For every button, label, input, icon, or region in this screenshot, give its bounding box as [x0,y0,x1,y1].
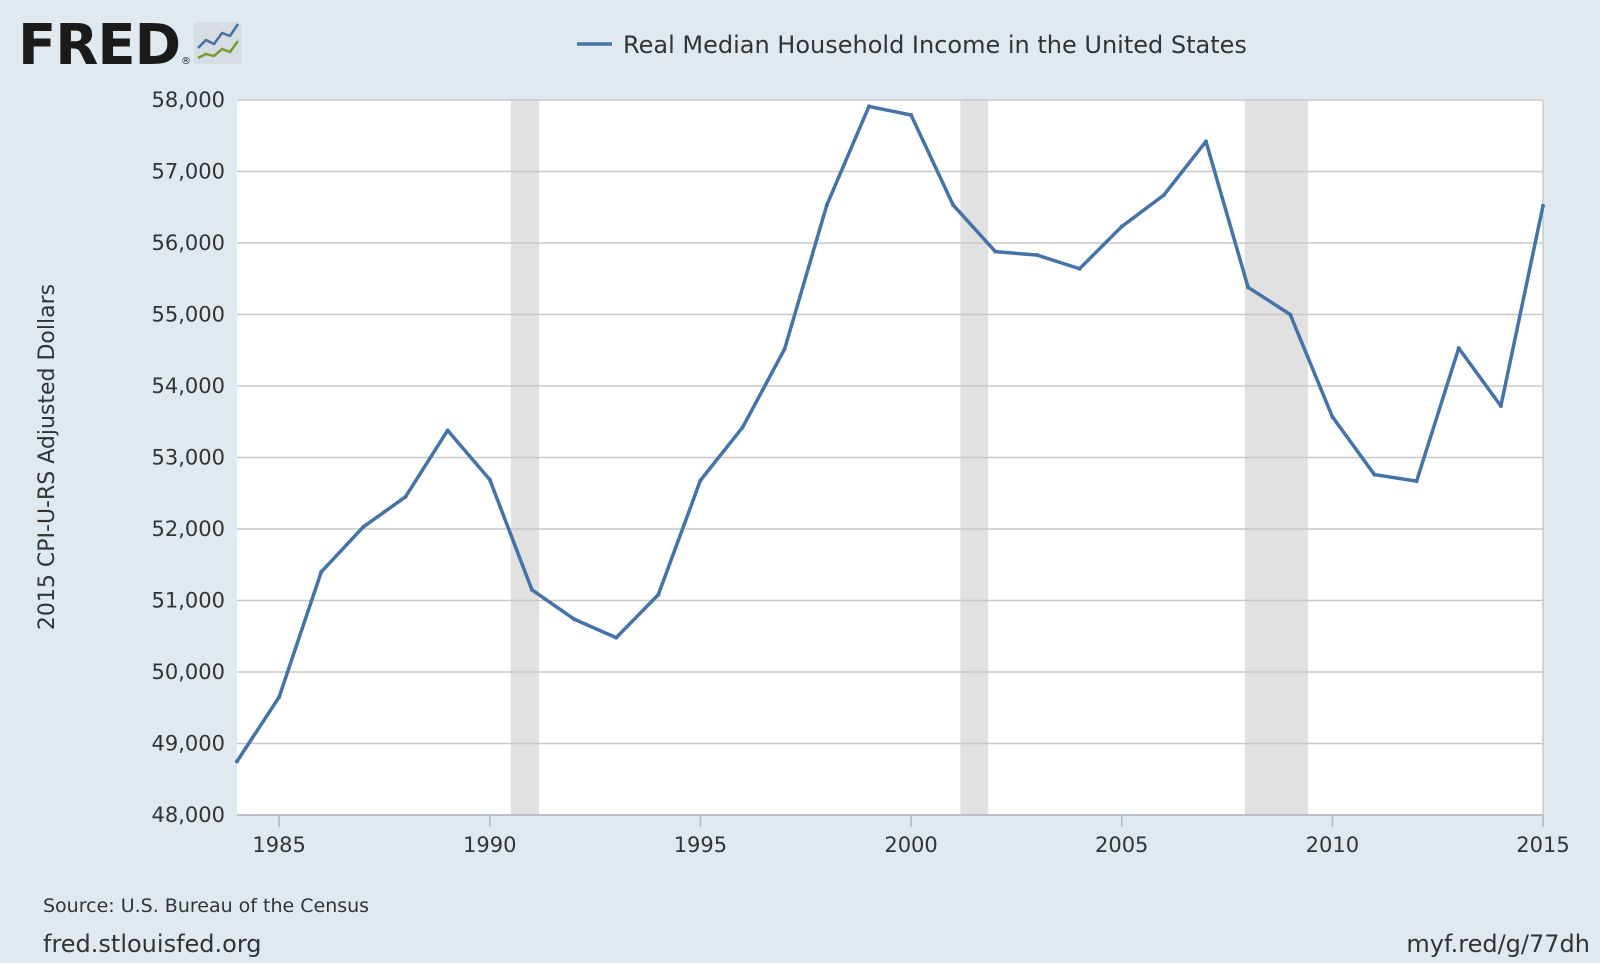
data-point [235,759,239,764]
data-point [951,203,956,208]
data-point [572,617,577,622]
y-tick-label: 52,000 [152,517,225,541]
legend: Real Median Household Income in the Unit… [577,31,1247,59]
y-tick-label: 58,000 [152,88,225,112]
y-axis-title: 2015 CPI-U-RS Adjusted Dollars [35,284,60,630]
data-point [1161,193,1166,198]
site-link[interactable]: fred.stlouisfed.org [43,930,262,958]
data-point [1456,346,1461,351]
y-tick-label: 49,000 [152,732,225,756]
data-point [656,592,661,597]
series-line [235,104,1545,764]
data-point [1498,404,1503,409]
data-point [445,428,450,433]
data-point [824,203,829,208]
data-point [993,249,998,254]
x-tick-label: 2010 [1306,833,1359,857]
y-tick-label: 48,000 [152,803,225,827]
x-tick-label: 2000 [884,833,937,857]
data-point [782,346,787,351]
x-tick-label: 2005 [1095,833,1148,857]
x-tick-label: 1990 [463,833,516,857]
data-point [1541,203,1545,208]
logo-registered-mark: ® [181,56,191,67]
data-point [1119,224,1124,229]
y-tick-label: 53,000 [152,446,225,470]
y-tick-label: 56,000 [152,231,225,255]
y-tick-label: 51,000 [152,589,225,613]
data-point [698,478,703,483]
x-axis: 1985 1990 1995 2000 2005 2010 2015 [237,814,1570,857]
x-tick-label: 1985 [252,833,305,857]
data-point [277,695,282,700]
data-point [1203,139,1208,144]
series-layer [235,104,1545,764]
data-point [403,494,408,499]
data-point [487,477,492,482]
source-text: Source: U.S. Bureau of the Census [43,895,369,917]
data-point [614,635,619,640]
gridlines [237,99,1544,816]
data-point [740,425,745,430]
legend-label: Real Median Household Income in the Unit… [623,31,1247,59]
data-point [1246,285,1251,290]
data-point [1077,266,1082,271]
data-point [1414,479,1419,484]
y-tick-label: 55,000 [152,303,225,327]
y-axis: 48,000 49,000 50,000 51,000 52,000 53,000 54,0… [152,88,225,827]
fred-logo[interactable]: FRED ® [18,13,242,78]
data-point [1372,472,1377,477]
y-tick-label: 57,000 [152,160,225,184]
line-chart-icon [194,22,242,64]
data-point [529,587,534,592]
data-point [909,113,914,118]
logo-text: FRED [18,13,180,78]
data-point [1288,312,1293,317]
data-point [361,524,366,529]
y-tick-label: 54,000 [152,374,225,398]
short-link[interactable]: myf.red/g/77dh [1406,930,1590,958]
data-point [1035,253,1040,258]
data-point [1330,414,1335,419]
data-point [866,104,871,109]
data-point [319,569,324,574]
x-tick-label: 1995 [674,833,727,857]
y-tick-label: 50,000 [152,660,225,684]
x-tick-label: 2015 [1516,833,1569,857]
